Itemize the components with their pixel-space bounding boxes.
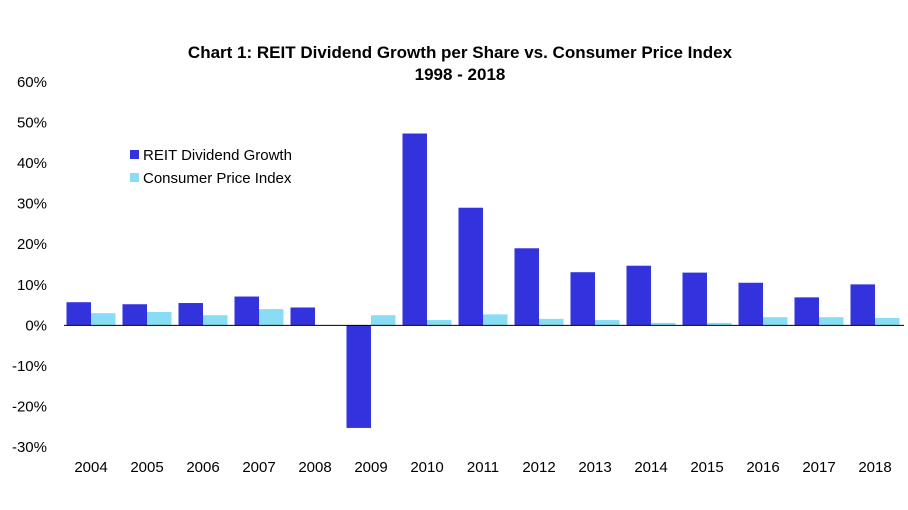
cpi-bar [203, 315, 228, 326]
reit-dividend-bar [514, 248, 539, 326]
reit-dividend-bar [682, 272, 707, 326]
bars [66, 133, 900, 428]
cpi-bar [595, 320, 620, 326]
x-tick-label: 2014 [634, 459, 667, 476]
x-tick-label: 2009 [354, 459, 387, 476]
cpi-bar [147, 311, 172, 326]
y-tick-label: -20% [12, 398, 47, 415]
x-tick-label: 2008 [298, 459, 331, 476]
y-tick-label: 40% [17, 155, 47, 172]
y-axis-tick-labels: -30% -20% -10% 0% 10% 20% 30% 40% 50% 60% [12, 74, 47, 456]
legend: REIT Dividend Growth Consumer Price Index [130, 147, 292, 187]
y-tick-label: -10% [12, 358, 47, 375]
reit-dividend-bar [458, 207, 483, 326]
cpi-bar [707, 322, 732, 326]
reit-dividend-bar [234, 296, 259, 326]
cpi-bar [539, 318, 564, 326]
y-tick-label: 10% [17, 277, 47, 294]
chart-title: Chart 1: REIT Dividend Growth per Share … [188, 43, 733, 62]
cpi-bar [875, 318, 900, 326]
y-tick-label: 30% [17, 196, 47, 213]
reit-dividend-bar [178, 303, 203, 326]
y-tick-label: 50% [17, 115, 47, 132]
cpi-bar [819, 317, 844, 326]
cpi-bar [651, 322, 676, 326]
reit-dividend-bar [570, 272, 595, 326]
x-tick-label: 2015 [690, 459, 723, 476]
x-tick-label: 2013 [578, 459, 611, 476]
cpi-bar [483, 314, 508, 326]
x-tick-label: 2016 [746, 459, 779, 476]
cpi-bar [91, 313, 116, 326]
cpi-bar [259, 309, 284, 326]
y-tick-label: 0% [25, 317, 47, 334]
x-tick-label: 2011 [467, 459, 499, 476]
legend-label-reit: REIT Dividend Growth [143, 147, 292, 164]
x-tick-label: 2017 [802, 459, 835, 476]
reit-dividend-bar [290, 307, 315, 326]
cpi-bar [763, 317, 788, 326]
reit-dividend-bar [402, 133, 427, 326]
x-tick-label: 2018 [858, 459, 891, 476]
reit-dividend-bar [794, 297, 819, 326]
x-tick-label: 2005 [130, 459, 163, 476]
reit-dividend-bar [66, 302, 91, 326]
y-tick-label: -30% [12, 439, 47, 456]
legend-label-cpi: Consumer Price Index [143, 170, 292, 187]
reit-dividend-bar [122, 304, 147, 326]
legend-swatch-reit [130, 150, 139, 159]
cpi-bar [371, 315, 396, 326]
reit-dividend-bar [346, 325, 371, 428]
x-tick-label: 2004 [74, 459, 107, 476]
x-tick-label: 2007 [242, 459, 275, 476]
x-tick-label: 2010 [410, 459, 443, 476]
chart-subtitle: 1998 - 2018 [415, 65, 506, 84]
cpi-bar [427, 320, 452, 326]
y-tick-label: 20% [17, 236, 47, 253]
reit-dividend-bar [738, 282, 763, 326]
x-tick-label: 2012 [522, 459, 555, 476]
x-tick-label: 2006 [186, 459, 219, 476]
legend-swatch-cpi [130, 173, 139, 182]
reit-dividend-bar [850, 284, 875, 326]
y-tick-label: 60% [17, 74, 47, 91]
reit-dividend-bar [626, 265, 651, 326]
x-axis-tick-labels: 2004 2005 2006 2007 2008 2009 2010 2011 2012 2013… [74, 459, 891, 476]
